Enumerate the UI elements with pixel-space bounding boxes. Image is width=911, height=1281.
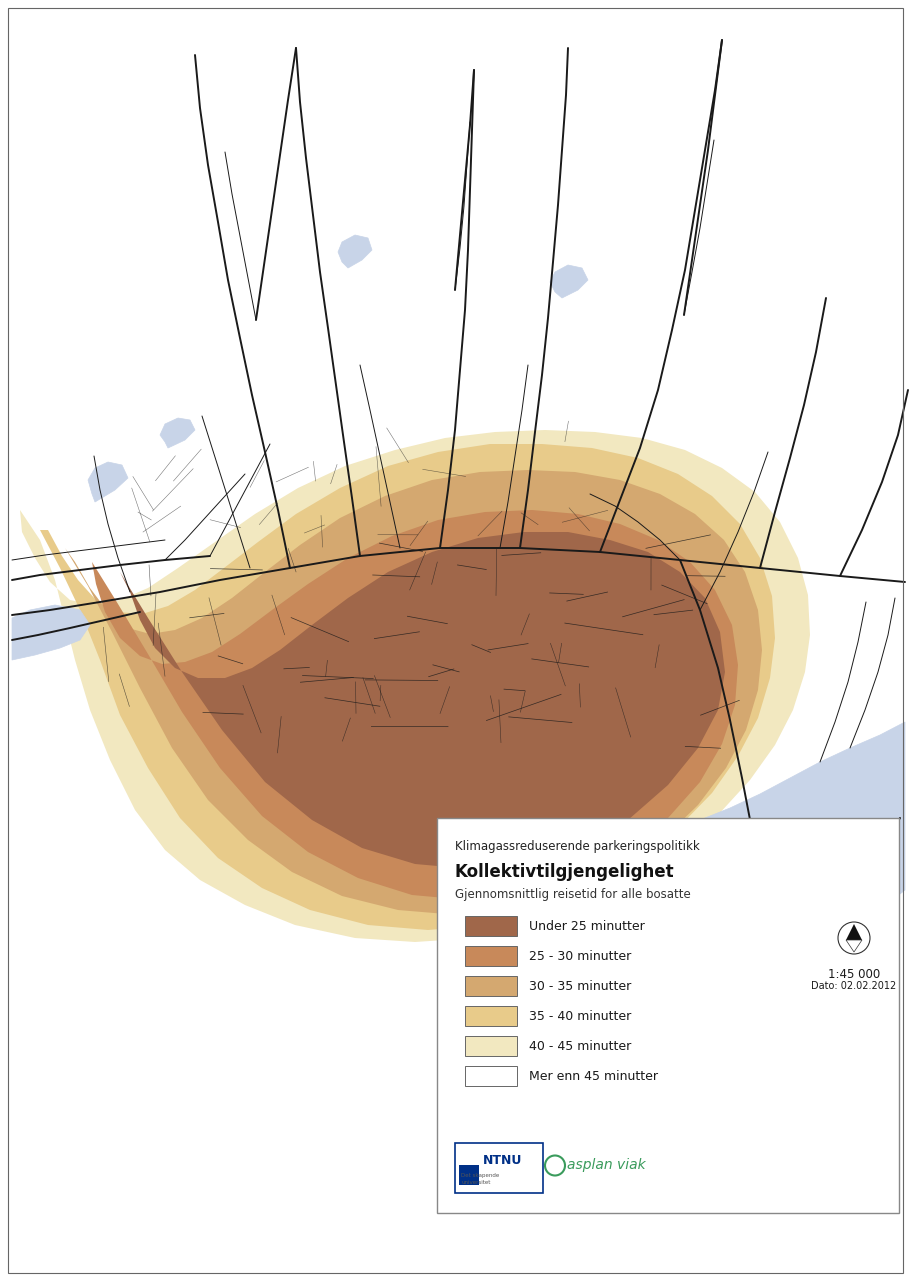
Text: 30 - 35 minutter: 30 - 35 minutter [529, 980, 631, 993]
Text: Klimagassreduserende parkeringspolitikk: Klimagassreduserende parkeringspolitikk [455, 840, 700, 853]
Polygon shape [40, 445, 775, 930]
Polygon shape [120, 532, 725, 869]
Text: 25 - 30 minutter: 25 - 30 minutter [529, 949, 631, 962]
Polygon shape [338, 234, 372, 268]
Bar [459, 1164, 479, 1185]
Bar [465, 1006, 517, 1026]
Text: Det skapende
universitet: Det skapende universitet [461, 1173, 499, 1185]
Text: Dato: 02.02.2012: Dato: 02.02.2012 [812, 981, 896, 991]
Text: 1:45 000: 1:45 000 [828, 968, 880, 981]
Text: Kollektivtilgjengelighet: Kollektivtilgjengelighet [455, 863, 675, 881]
Polygon shape [20, 430, 810, 942]
Text: Under 25 minutter: Under 25 minutter [529, 920, 645, 933]
Polygon shape [65, 470, 762, 915]
Bar [465, 976, 517, 997]
Polygon shape [160, 418, 195, 448]
Text: Mer enn 45 minutter: Mer enn 45 minutter [529, 1070, 658, 1082]
Bar [455, 1143, 543, 1193]
Bar [465, 945, 517, 966]
Text: 35 - 40 minutter: 35 - 40 minutter [529, 1009, 631, 1022]
Polygon shape [88, 462, 128, 502]
Text: Gjennomsnittlig reisetid for alle bosatte: Gjennomsnittlig reisetid for alle bosatt… [455, 888, 691, 901]
Text: asplan viak: asplan viak [567, 1158, 646, 1172]
Polygon shape [92, 510, 738, 901]
Polygon shape [12, 605, 90, 660]
Bar [465, 1036, 517, 1056]
Bar [465, 916, 517, 936]
Polygon shape [618, 722, 905, 958]
Bar [465, 1066, 517, 1086]
Bar [437, 819, 899, 1213]
Polygon shape [550, 265, 588, 298]
Text: 40 - 45 minutter: 40 - 45 minutter [529, 1039, 631, 1053]
Text: NTNU: NTNU [483, 1154, 522, 1167]
Circle shape [838, 922, 870, 954]
Polygon shape [846, 940, 862, 952]
Polygon shape [846, 924, 862, 940]
